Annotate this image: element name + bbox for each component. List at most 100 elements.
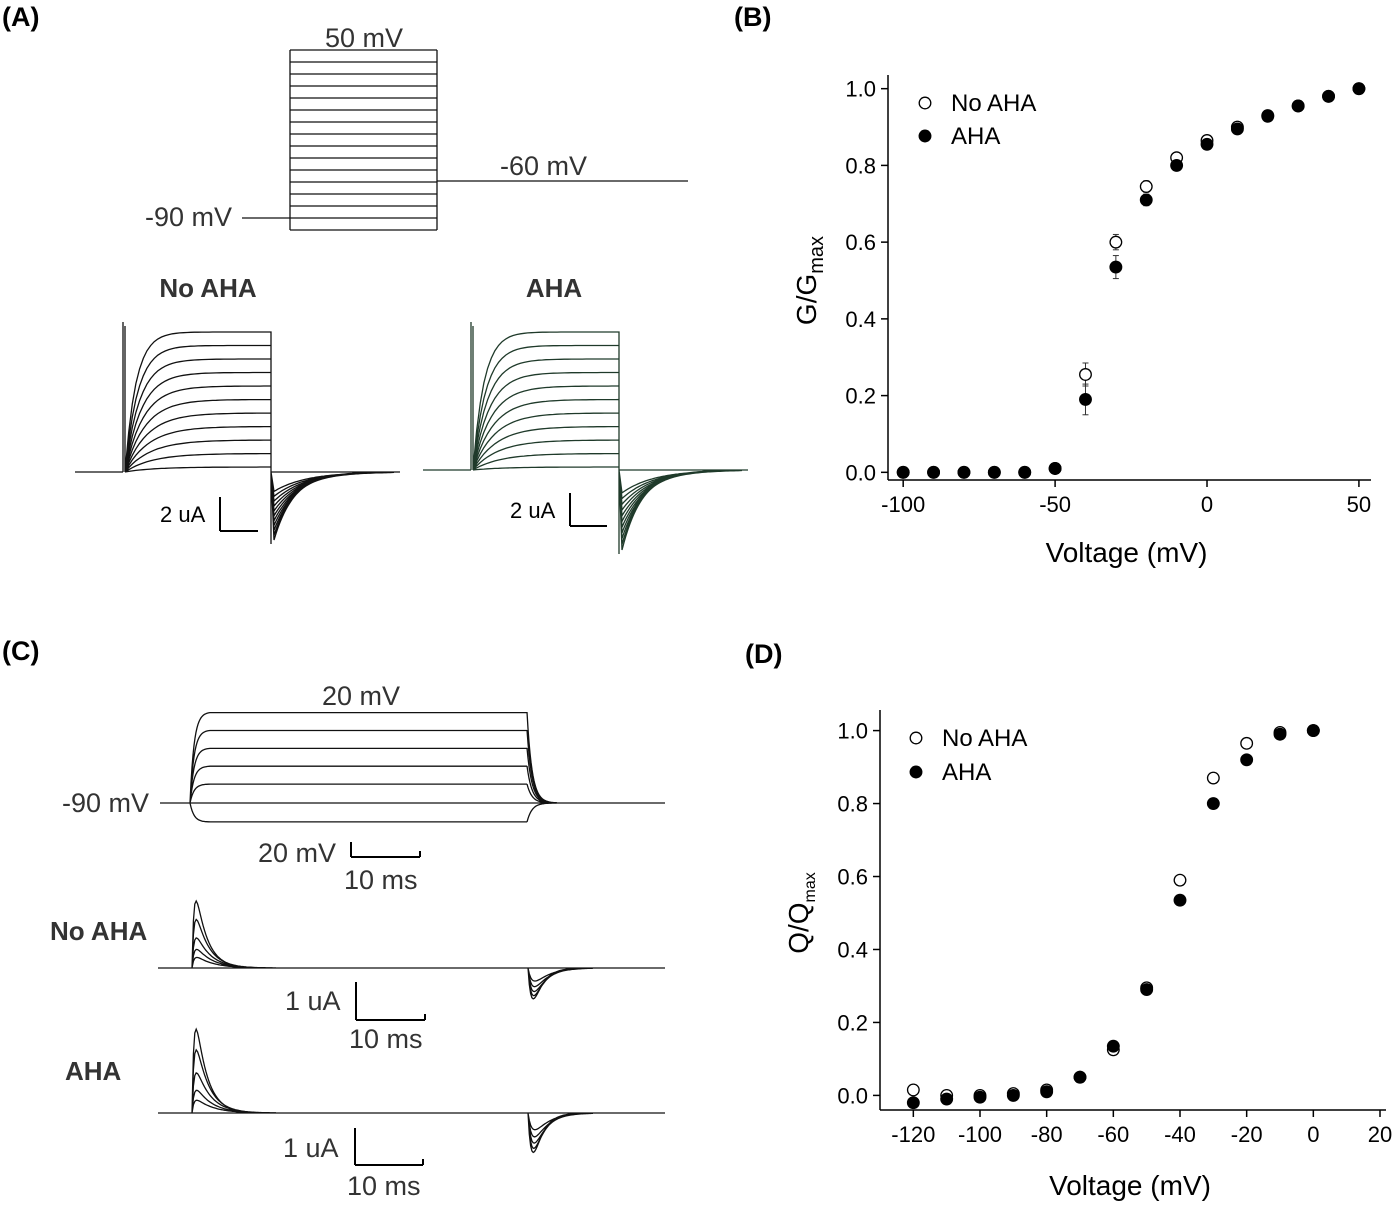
y-tick-label: 1.0 [837,719,868,744]
scale-bar-a-left-label: 2 uA [160,502,206,527]
data-point-aha [1140,983,1154,997]
protocol-c-top-label: 20 mV [322,681,400,711]
legend-marker [909,731,923,745]
protocol-a-hold-label: -90 mV [145,202,232,232]
data-point-no-aha [1139,180,1153,193]
x-axis-title: Voltage (mV) [1049,1170,1211,1201]
legend-label: No AHA [951,90,1036,117]
protocol-c-hold-label: -90 mV [62,788,149,818]
protocol-c-path [160,711,665,823]
scale-bar-c2-lines [354,1128,424,1166]
data-point-aha [1106,1039,1120,1053]
scale-bar-c-protocol-lines [350,842,421,858]
data-point-aha [1073,1070,1087,1084]
scale-bar-c-voltage-label: 20 mV [258,838,336,868]
data-point-aha [1200,137,1214,151]
data-point-no-aha [1109,235,1123,249]
data-point-aha [973,1090,987,1104]
data-point-aha [940,1092,954,1106]
data-point-aha [1139,193,1153,207]
scale-bar-a-left-lines [219,497,258,532]
data-point-aha [1048,462,1062,475]
x-tick-label: 0 [1307,1122,1319,1147]
chart-b: 0.0 0.2 0.4 0.6 0.8 1.0 -100 -50 0 50 Voltage (mV)… [791,75,1371,568]
data-point-aha [1352,82,1366,96]
panel-a-letter: (A) [2,2,39,32]
scale-bar-a-right: 2 uA [510,493,607,527]
y-tick-label: 0.4 [837,937,868,962]
legend-label: AHA [951,123,1000,150]
gating-no-aha-path [158,899,665,1000]
y-tick-label: 0.8 [837,792,868,817]
legend-marker [909,765,923,779]
scale-bar-a-right-label: 2 uA [510,498,556,523]
trace-c2-title: AHA [65,1056,122,1086]
y-axis-title: Q/Qmax [783,872,819,954]
scale-bar-c1-time-label: 10 ms [349,1024,423,1054]
x-tick-label: 50 [1347,492,1371,517]
no-aha-trace-path [75,322,400,544]
data-point-aha [1306,724,1320,738]
scale-bar-c1-lines [355,982,426,1021]
trace-c1-title: No AHA [50,916,147,946]
y-tick-label: 0.6 [837,865,868,890]
data-point-aha [987,465,1001,479]
scale-bar-c1: 1 uA 10 ms [285,982,426,1054]
data-point-aha [1206,797,1220,811]
panel-c-letter: (C) [2,636,39,666]
y-tick-label: 0.4 [845,307,876,332]
legend-marker [918,129,932,143]
data-point-no-aha [1206,771,1220,785]
y-tick-label: 0.0 [845,460,876,485]
scale-bar-c-time-label: 10 ms [344,865,418,895]
data-point-aha [1230,122,1244,136]
data-point-aha [1018,465,1032,479]
chart-d: 0.0 0.2 0.4 0.6 0.8 1.0 -120 -100 -80 -60 -40 -20 0 2… [783,710,1392,1201]
data-point-no-aha [1079,368,1092,381]
legend-label: No AHA [942,725,1027,752]
x-axis-title: Voltage (mV) [1046,537,1208,568]
x-tick-label: -100 [958,1122,1002,1147]
x-tick-label: -50 [1039,492,1071,517]
panel-d-letter: (D) [745,639,782,669]
data-point-no-aha [906,1083,920,1097]
protocol-c-steps [160,711,665,823]
y-tick-label: 1.0 [845,77,876,102]
gating-aha-path [158,1027,665,1154]
data-point-no-aha [1173,873,1187,887]
data-point-aha [1006,1088,1020,1102]
gating-current-traces-no-aha [158,899,665,1000]
scale-bar-a-right-lines [569,493,607,527]
data-point-aha [927,465,941,479]
x-tick-label: -80 [1031,1122,1063,1147]
data-point-aha [1040,1085,1054,1099]
x-tick-label: 0 [1201,492,1213,517]
y-tick-label: 0.0 [837,1083,868,1108]
current-traces-aha [423,322,748,554]
x-tick-label: 20 [1368,1122,1392,1147]
scale-bar-a-left: 2 uA [160,497,258,532]
data-point-aha [1322,89,1335,103]
protocol-a-steps [242,49,688,231]
trace-a-left-title: No AHA [159,273,256,303]
data-point-aha [1109,260,1123,274]
protocol-a-top-label: 50 mV [325,23,403,53]
panel-a-protocol: 50 mV -60 mV -90 mV [145,23,688,232]
x-tick-label: -20 [1231,1122,1263,1147]
x-tick-label: -60 [1097,1122,1129,1147]
scale-bar-c2: 1 uA 10 ms [283,1128,424,1201]
legend-label: AHA [942,759,991,786]
x-tick-label: -100 [881,492,925,517]
scale-bar-c1-current-label: 1 uA [285,986,341,1016]
scale-bar-c2-time-label: 10 ms [347,1171,421,1201]
y-axis-title: G/Gmax [791,236,828,325]
data-point-no-aha [1240,736,1254,750]
y-tick-label: 0.2 [845,384,876,409]
y-tick-label: 0.8 [845,153,876,178]
y-tick-label: 0.6 [845,230,876,255]
panel-b-letter: (B) [734,2,771,32]
data-point-aha [1079,392,1092,406]
trace-a-right-title: AHA [526,273,583,303]
data-point-aha [896,465,910,479]
